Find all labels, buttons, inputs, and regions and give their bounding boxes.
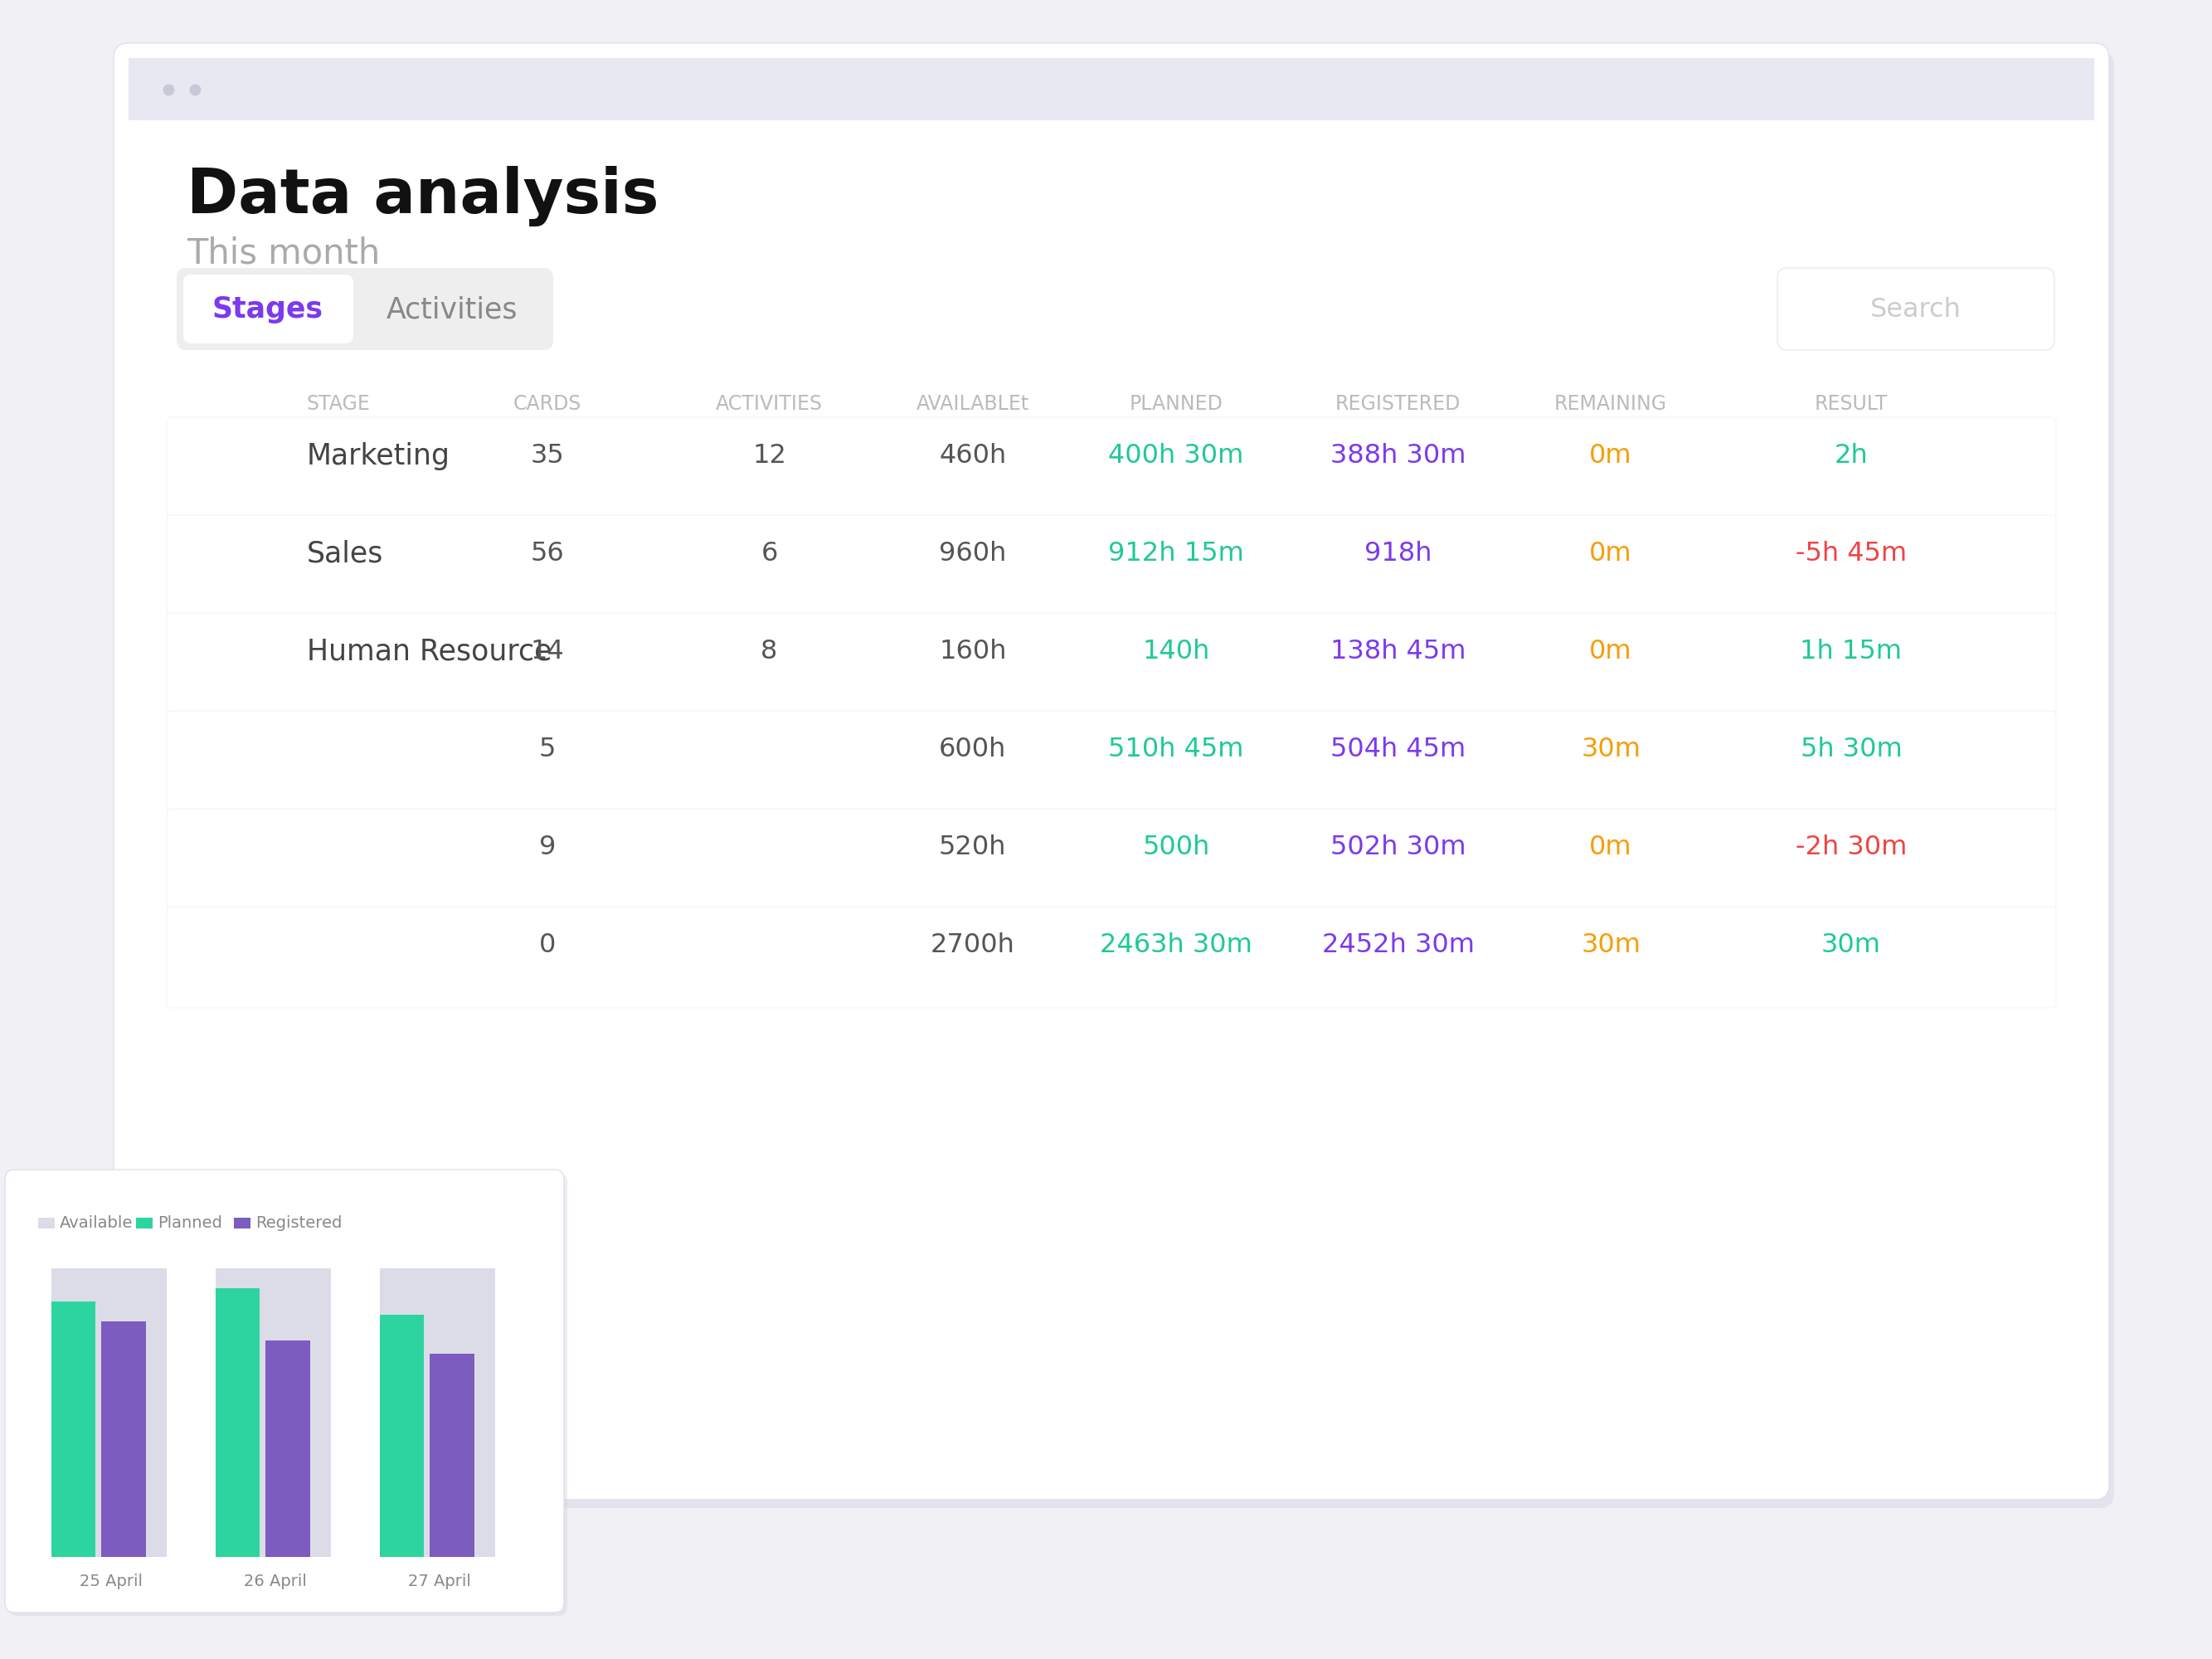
Text: 5h 30m: 5h 30m	[1801, 737, 1902, 763]
Bar	[265, 1340, 310, 1556]
Text: 56: 56	[531, 541, 564, 567]
Text: 138h 45m: 138h 45m	[1329, 639, 1467, 665]
Bar	[429, 1354, 473, 1556]
Text: -2h 30m: -2h 30m	[1796, 834, 1907, 861]
Text: 520h: 520h	[938, 834, 1006, 861]
Text: REGISTERED: REGISTERED	[1336, 393, 1460, 413]
Text: 2452h 30m: 2452h 30m	[1323, 932, 1475, 959]
Text: 388h 30m: 388h 30m	[1329, 443, 1467, 469]
Text: 504h 45m: 504h 45m	[1329, 737, 1467, 763]
Text: -5h 45m: -5h 45m	[1796, 541, 1907, 567]
Text: 0m: 0m	[1590, 639, 1632, 665]
FancyBboxPatch shape	[9, 1173, 566, 1616]
Text: 9: 9	[540, 834, 555, 861]
Text: 14: 14	[531, 639, 564, 665]
Text: 918h: 918h	[1365, 541, 1431, 567]
Text: 160h: 160h	[938, 639, 1006, 665]
Text: 1h 15m: 1h 15m	[1801, 639, 1902, 665]
Text: REMAINING: REMAINING	[1555, 393, 1668, 413]
Text: Activities: Activities	[387, 295, 518, 324]
Text: This month: This month	[186, 236, 380, 270]
Text: 12: 12	[752, 443, 785, 469]
Text: 35: 35	[531, 443, 564, 469]
Text: 30m: 30m	[1582, 737, 1641, 763]
Text: Human Resource: Human Resource	[307, 637, 553, 665]
Text: Planned: Planned	[157, 1214, 221, 1231]
Bar	[215, 1269, 332, 1556]
Text: 500h: 500h	[1141, 834, 1210, 861]
Text: 26 April: 26 April	[243, 1573, 307, 1589]
FancyBboxPatch shape	[128, 58, 2095, 121]
Text: Stages: Stages	[212, 295, 323, 324]
Text: 460h: 460h	[938, 443, 1006, 469]
FancyBboxPatch shape	[166, 710, 2057, 811]
Text: 912h 15m: 912h 15m	[1108, 541, 1243, 567]
Text: Search: Search	[1871, 297, 1962, 322]
Bar	[51, 1269, 166, 1556]
Text: 0m: 0m	[1590, 443, 1632, 469]
Text: Data analysis: Data analysis	[186, 166, 659, 226]
Text: RESULT: RESULT	[1814, 393, 1887, 413]
Text: Available: Available	[60, 1214, 133, 1231]
Text: 5: 5	[540, 737, 555, 763]
Text: Registered: Registered	[254, 1214, 343, 1231]
Bar	[135, 1218, 153, 1228]
FancyBboxPatch shape	[166, 810, 2057, 909]
Text: 0: 0	[540, 932, 555, 959]
Text: 600h: 600h	[938, 737, 1006, 763]
FancyBboxPatch shape	[113, 43, 2110, 1500]
Text: AVAILABLEt: AVAILABLEt	[916, 393, 1029, 413]
Text: 502h 30m: 502h 30m	[1329, 834, 1467, 861]
FancyBboxPatch shape	[119, 51, 2115, 1508]
Text: 0m: 0m	[1590, 834, 1632, 861]
Text: 510h 45m: 510h 45m	[1108, 737, 1243, 763]
Text: 8: 8	[761, 639, 779, 665]
Text: 6: 6	[761, 541, 779, 567]
Text: 25 April: 25 April	[80, 1573, 144, 1589]
FancyBboxPatch shape	[166, 612, 2057, 713]
Bar	[51, 1301, 95, 1556]
FancyBboxPatch shape	[166, 514, 2057, 615]
Text: Sales: Sales	[307, 541, 383, 567]
Text: 27 April: 27 April	[409, 1573, 471, 1589]
Text: 2463h 30m: 2463h 30m	[1099, 932, 1252, 959]
Bar	[38, 1218, 55, 1228]
Text: 2700h: 2700h	[931, 932, 1015, 959]
FancyBboxPatch shape	[166, 906, 2057, 1007]
Bar	[380, 1269, 495, 1556]
FancyBboxPatch shape	[1778, 267, 2055, 350]
FancyBboxPatch shape	[177, 267, 553, 350]
Text: 30m: 30m	[1582, 932, 1641, 959]
Text: 400h 30m: 400h 30m	[1108, 443, 1243, 469]
Text: STAGE: STAGE	[307, 393, 372, 413]
Bar	[234, 1218, 250, 1228]
FancyBboxPatch shape	[184, 274, 354, 343]
Bar	[102, 1321, 146, 1556]
Text: CARDS: CARDS	[513, 393, 582, 413]
FancyBboxPatch shape	[166, 416, 2057, 518]
Text: PLANNED: PLANNED	[1130, 393, 1223, 413]
Bar	[215, 1289, 259, 1556]
Text: 0m: 0m	[1590, 541, 1632, 567]
Text: ACTIVITIES: ACTIVITIES	[717, 393, 823, 413]
Text: Marketing: Marketing	[307, 441, 451, 471]
FancyBboxPatch shape	[4, 1170, 564, 1613]
Text: 2h: 2h	[1834, 443, 1869, 469]
Text: 30m: 30m	[1820, 932, 1880, 959]
Text: 140h: 140h	[1141, 639, 1210, 665]
Bar	[380, 1314, 425, 1556]
Text: 960h: 960h	[938, 541, 1006, 567]
